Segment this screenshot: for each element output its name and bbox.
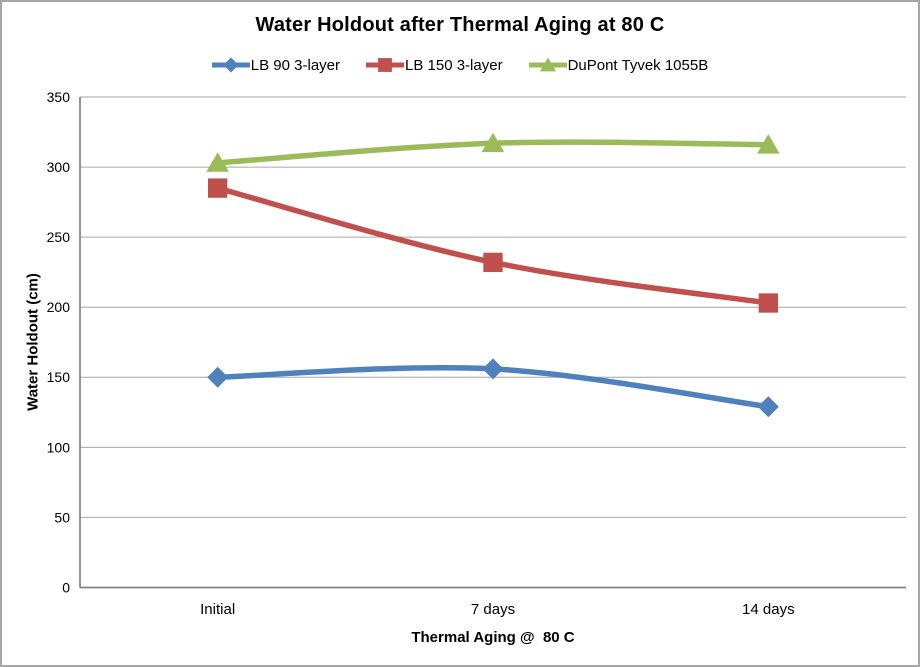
y-tick-label: 300 — [47, 159, 71, 175]
legend-label: LB 90 3-layer — [250, 56, 340, 74]
data-point-marker — [482, 358, 504, 380]
y-tick-label: 150 — [47, 369, 71, 385]
y-tick-label: 250 — [47, 229, 71, 245]
y-axis-title: Water Holdout (cm) — [24, 273, 42, 411]
y-tick-label: 350 — [47, 89, 71, 105]
y-tick-label: 200 — [47, 299, 71, 315]
chart-title: Water Holdout after Thermal Aging at 80 … — [255, 14, 665, 36]
series-line — [214, 185, 772, 306]
x-tick-label: Initial — [200, 601, 235, 618]
data-point-marker — [206, 152, 230, 172]
y-tick-label: 50 — [54, 509, 70, 525]
triangle-marker-icon — [528, 55, 567, 75]
data-point-marker — [481, 132, 505, 153]
legend: LB 90 3-layer LB 150 3-layer DuPont Tyve… — [2, 55, 918, 75]
legend-label: DuPont Tyvek 1055B — [567, 56, 709, 74]
data-point-marker — [757, 396, 779, 418]
data-point-marker — [758, 293, 778, 313]
data-point-marker — [756, 134, 780, 154]
data-point-marker — [483, 252, 503, 273]
x-axis-title: Thermal Aging @ 80 C — [411, 629, 575, 646]
x-tick-label: 14 days — [742, 601, 795, 618]
square-marker-icon — [366, 55, 404, 75]
legend-label: LB 150 3-layer — [405, 56, 503, 74]
legend-item-lb90: LB 90 3-layer — [211, 55, 340, 75]
data-point-marker — [207, 366, 229, 388]
data-point-marker — [378, 58, 392, 72]
legend-item-lb150: LB 150 3-layer — [366, 55, 503, 75]
x-tick-label: 7 days — [471, 601, 515, 618]
y-tick-label: 0 — [62, 579, 70, 595]
y-tick-label: 100 — [47, 439, 71, 455]
data-point-marker — [223, 57, 239, 73]
data-point-marker — [208, 178, 228, 198]
diamond-marker-icon — [211, 55, 250, 75]
data-point-marker — [539, 57, 556, 72]
legend-item-tyvek: DuPont Tyvek 1055B — [528, 55, 709, 75]
